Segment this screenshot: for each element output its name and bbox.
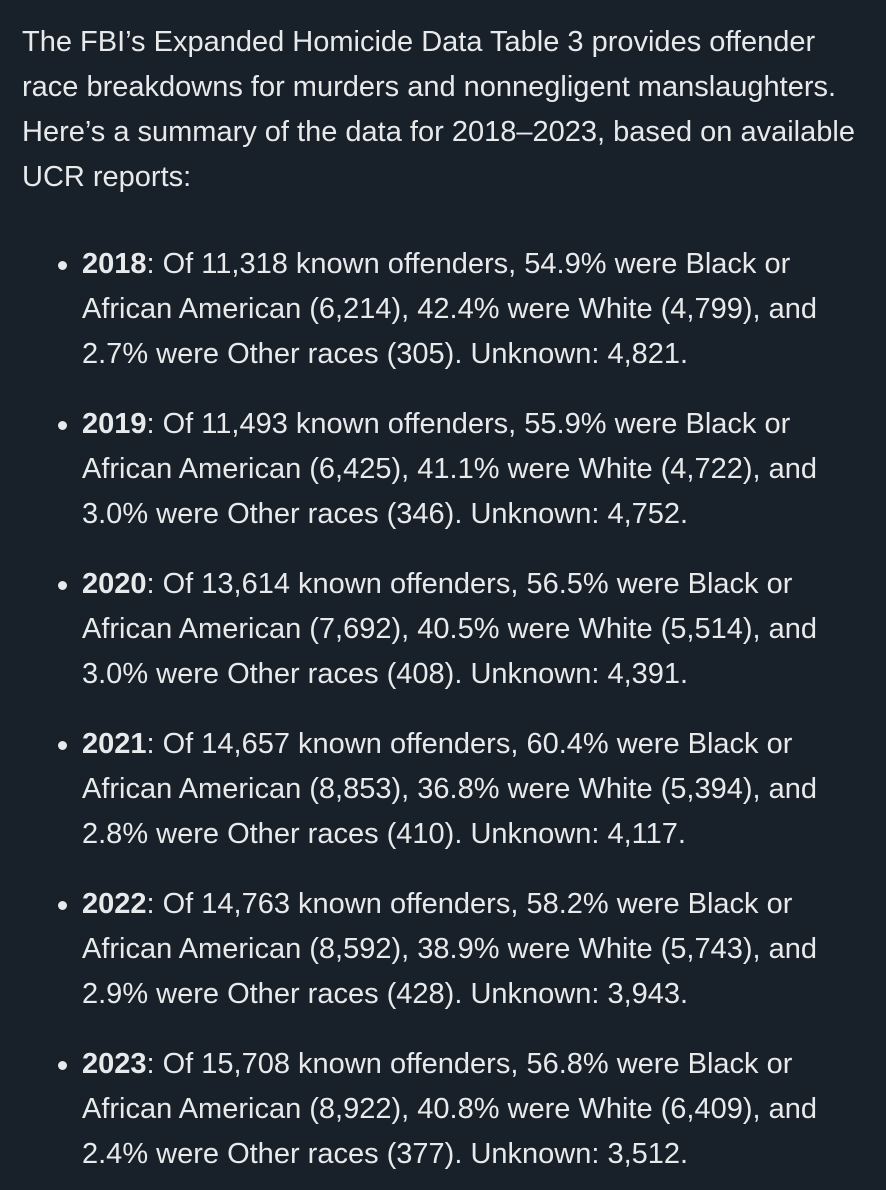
year-summary-text: : Of 15,708 known offenders, 56.8% were … (82, 1048, 818, 1170)
list-item-2021: 2021: Of 14,657 known offenders, 60.4% w… (22, 722, 862, 857)
year-summary-list: 2018: Of 11,318 known offenders, 54.9% w… (22, 242, 862, 1177)
year-label: 2023 (82, 1048, 147, 1080)
year-label: 2022 (82, 888, 147, 920)
list-item-2020: 2020: Of 13,614 known offenders, 56.5% w… (22, 562, 862, 697)
year-label: 2018 (82, 248, 147, 280)
intro-paragraph: The FBI’s Expanded Homicide Data Table 3… (22, 26, 855, 193)
year-label: 2021 (82, 728, 147, 760)
year-label: 2020 (82, 568, 147, 600)
year-summary-text: : Of 11,493 known offenders, 55.9% were … (82, 408, 818, 530)
year-summary-text: : Of 11,318 known offenders, 54.9% were … (82, 248, 818, 370)
list-item-2023: 2023: Of 15,708 known offenders, 56.8% w… (22, 1042, 862, 1177)
list-item-2018: 2018: Of 11,318 known offenders, 54.9% w… (22, 242, 862, 377)
year-label: 2019 (82, 408, 147, 440)
list-item-2022: 2022: Of 14,763 known offenders, 58.2% w… (22, 882, 862, 1017)
year-summary-text: : Of 14,763 known offenders, 58.2% were … (82, 888, 818, 1010)
year-summary-text: : Of 14,657 known offenders, 60.4% were … (82, 728, 818, 850)
list-item-2019: 2019: Of 11,493 known offenders, 55.9% w… (22, 402, 862, 537)
year-summary-text: : Of 13,614 known offenders, 56.5% were … (82, 568, 818, 690)
